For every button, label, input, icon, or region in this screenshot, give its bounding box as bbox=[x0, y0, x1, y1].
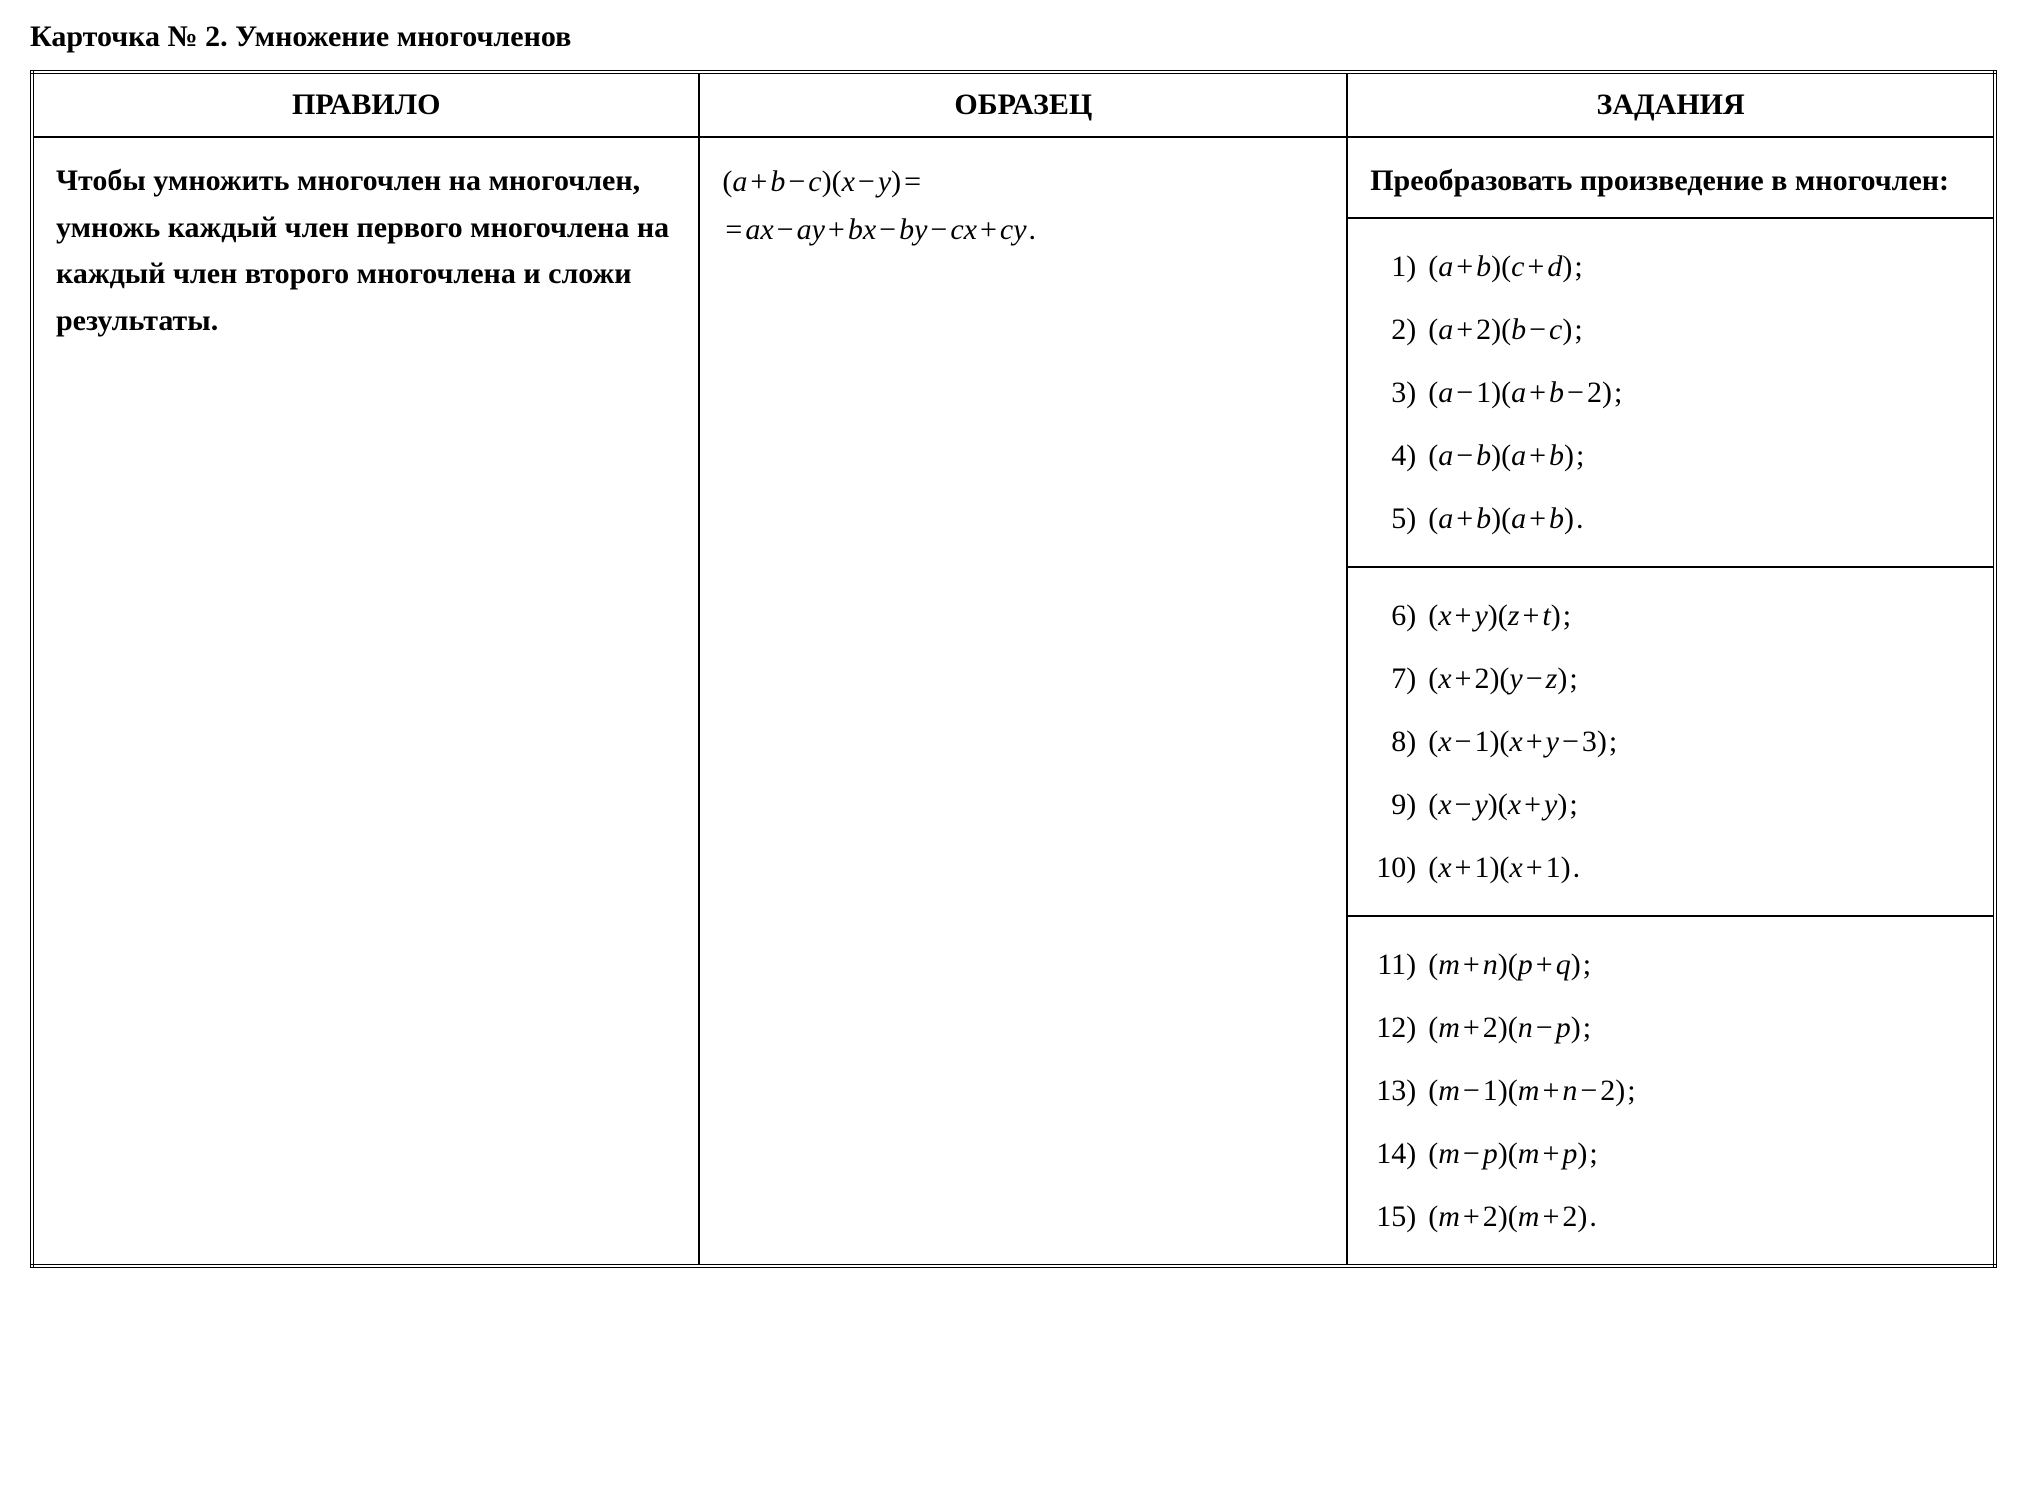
task-expression: (m+2)(m+2). bbox=[1428, 1185, 1597, 1248]
task-expression: (a−b)(a+b); bbox=[1428, 424, 1584, 487]
task-expression: (x−y)(x+y); bbox=[1428, 773, 1577, 836]
task-number: 3) bbox=[1370, 361, 1428, 424]
sample-line-1: (a+b−c)(x−y)= bbox=[722, 158, 1324, 206]
task-row: 6)(x+y)(z+t); bbox=[1370, 584, 1971, 647]
task-expression: (a−1)(a+b−2); bbox=[1428, 361, 1622, 424]
task-expression: (m−1)(m+n−2); bbox=[1428, 1059, 1635, 1122]
task-expression: (a+b)(c+d); bbox=[1428, 235, 1583, 298]
task-expression: (m+2)(n−p); bbox=[1428, 996, 1591, 1059]
cell-rule: Чтобы умножить многочлен на многочлен, у… bbox=[32, 137, 699, 1266]
task-number: 11) bbox=[1370, 933, 1428, 996]
task-expression: (x+2)(y−z); bbox=[1428, 647, 1578, 710]
cell-tasks: Преобразовать произведение в многочлен: … bbox=[1347, 137, 1995, 1266]
task-number: 15) bbox=[1370, 1185, 1428, 1248]
task-row: 15)(m+2)(m+2). bbox=[1370, 1185, 1971, 1248]
header-sample: ОБРАЗЕЦ bbox=[699, 72, 1347, 137]
task-row: 3)(a−1)(a+b−2); bbox=[1370, 361, 1971, 424]
task-row: 10)(x+1)(x+1). bbox=[1370, 836, 1971, 899]
header-tasks: ЗАДАНИЯ bbox=[1347, 72, 1995, 137]
task-row: 11)(m+n)(p+q); bbox=[1370, 933, 1971, 996]
task-row: 9)(x−y)(x+y); bbox=[1370, 773, 1971, 836]
table-body-row: Чтобы умножить многочлен на многочлен, у… bbox=[32, 137, 1995, 1266]
worksheet-table: ПРАВИЛО ОБРАЗЕЦ ЗАДАНИЯ Чтобы умножить м… bbox=[30, 70, 1997, 1268]
task-row: 4)(a−b)(a+b); bbox=[1370, 424, 1971, 487]
header-rule: ПРАВИЛО bbox=[32, 72, 699, 137]
rule-text: Чтобы умножить многочлен на многочлен, у… bbox=[56, 158, 676, 344]
task-number: 6) bbox=[1370, 584, 1428, 647]
task-expression: (m−p)(m+p); bbox=[1428, 1122, 1598, 1185]
cell-sample: (a+b−c)(x−y)= =ax−ay+bx−by−cx+cy. bbox=[699, 137, 1347, 1266]
task-number: 7) bbox=[1370, 647, 1428, 710]
task-number: 9) bbox=[1370, 773, 1428, 836]
task-intro: Преобразовать произведение в многочлен: bbox=[1370, 158, 1971, 203]
task-expression: (a+2)(b−c); bbox=[1428, 298, 1583, 361]
task-number: 4) bbox=[1370, 424, 1428, 487]
task-number: 10) bbox=[1370, 836, 1428, 899]
sample-line-2: =ax−ay+bx−by−cx+cy. bbox=[722, 206, 1324, 254]
task-row: 2)(a+2)(b−c); bbox=[1370, 298, 1971, 361]
task-row: 5)(a+b)(a+b). bbox=[1370, 487, 1971, 550]
task-number: 5) bbox=[1370, 487, 1428, 550]
task-expression: (x+y)(z+t); bbox=[1428, 584, 1571, 647]
task-expression: (x+1)(x+1). bbox=[1428, 836, 1580, 899]
task-number: 8) bbox=[1370, 710, 1428, 773]
task-row: 7)(x+2)(y−z); bbox=[1370, 647, 1971, 710]
task-number: 13) bbox=[1370, 1059, 1428, 1122]
sample-formula: (a+b−c)(x−y)= =ax−ay+bx−by−cx+cy. bbox=[722, 158, 1324, 254]
task-expression: (m+n)(p+q); bbox=[1428, 933, 1591, 996]
task-group: 11)(m+n)(p+q);12)(m+2)(n−p);13)(m−1)(m+n… bbox=[1348, 915, 1993, 1264]
task-group: 1)(a+b)(c+d);2)(a+2)(b−c);3)(a−1)(a+b−2)… bbox=[1348, 217, 1993, 566]
task-expression: (a+b)(a+b). bbox=[1428, 487, 1583, 550]
table-header-row: ПРАВИЛО ОБРАЗЕЦ ЗАДАНИЯ bbox=[32, 72, 1995, 137]
task-expression: (x−1)(x+y−3); bbox=[1428, 710, 1617, 773]
task-number: 2) bbox=[1370, 298, 1428, 361]
page-title: Карточка № 2. Умножение многочленов bbox=[30, 20, 1997, 54]
task-row: 1)(a+b)(c+d); bbox=[1370, 235, 1971, 298]
task-number: 14) bbox=[1370, 1122, 1428, 1185]
task-row: 14)(m−p)(m+p); bbox=[1370, 1122, 1971, 1185]
task-group: 6)(x+y)(z+t);7)(x+2)(y−z);8)(x−1)(x+y−3)… bbox=[1348, 566, 1993, 915]
task-row: 8)(x−1)(x+y−3); bbox=[1370, 710, 1971, 773]
task-number: 1) bbox=[1370, 235, 1428, 298]
task-number: 12) bbox=[1370, 996, 1428, 1059]
task-row: 12)(m+2)(n−p); bbox=[1370, 996, 1971, 1059]
task-row: 13)(m−1)(m+n−2); bbox=[1370, 1059, 1971, 1122]
